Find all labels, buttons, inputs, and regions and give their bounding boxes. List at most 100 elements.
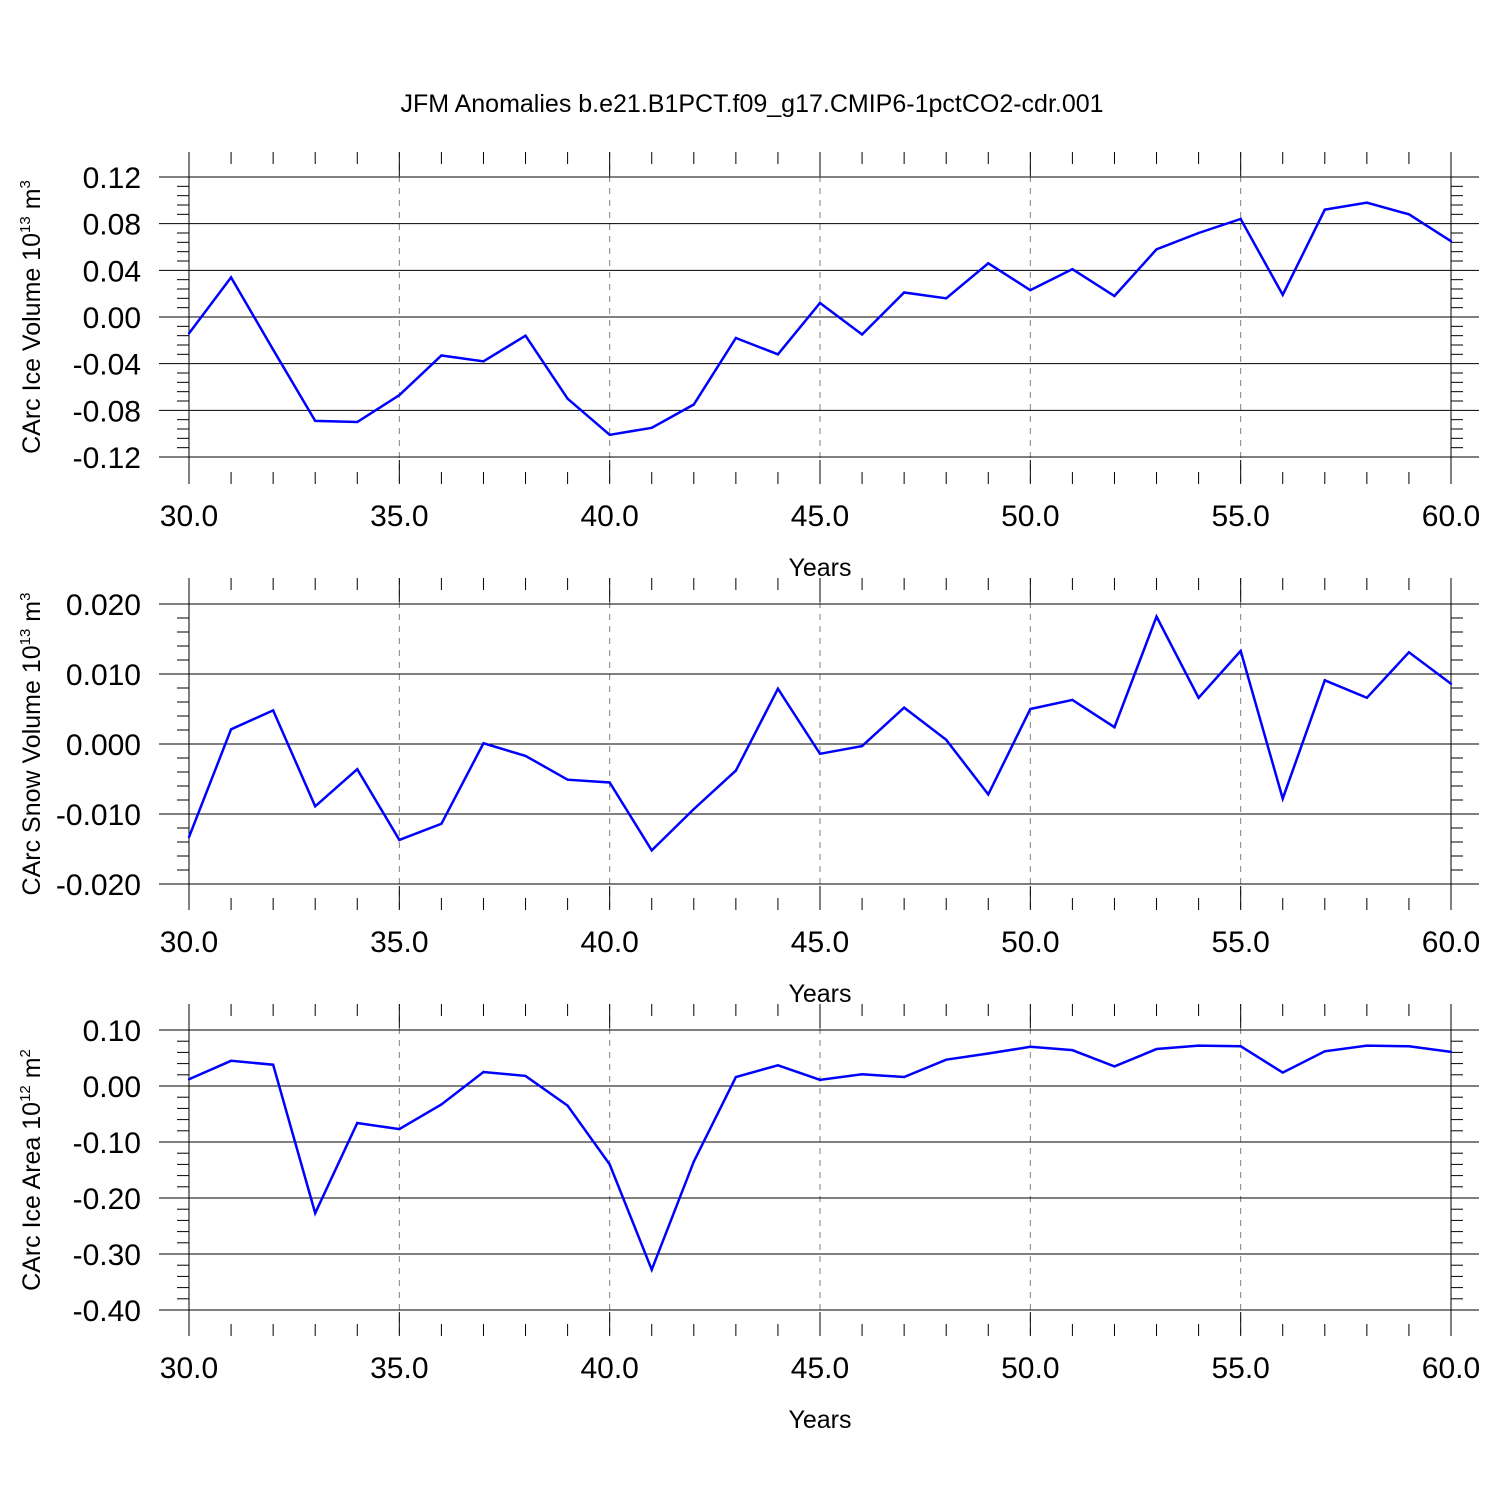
data-point xyxy=(524,754,527,758)
data-point xyxy=(818,301,822,305)
data-point xyxy=(734,336,738,340)
data-point xyxy=(1407,1045,1411,1048)
data-point xyxy=(187,332,191,335)
data-point xyxy=(271,709,275,712)
data-point xyxy=(356,420,359,424)
y-tick-label: 0.10 xyxy=(83,1015,141,1048)
data-point xyxy=(945,1058,948,1061)
data-point xyxy=(1113,726,1116,729)
data-point xyxy=(1407,651,1411,654)
y-tick-label: 0.000 xyxy=(66,729,141,762)
x-tick-label: 40.0 xyxy=(580,926,638,959)
data-point xyxy=(229,728,233,731)
data-point xyxy=(818,752,822,755)
data-point xyxy=(1029,707,1032,711)
data-point xyxy=(566,1104,569,1107)
data-point xyxy=(734,1075,738,1079)
y-tick-label: 0.00 xyxy=(83,1071,141,1104)
y-tick-label: -0.30 xyxy=(73,1239,141,1272)
x-tick-label: 50.0 xyxy=(1001,1352,1059,1385)
x-tick-label: 35.0 xyxy=(370,500,428,533)
x-tick-label: 30.0 xyxy=(160,500,218,533)
data-point xyxy=(1071,698,1074,702)
data-point xyxy=(860,333,864,336)
data-point xyxy=(608,781,611,784)
x-tick-label: 55.0 xyxy=(1211,1352,1269,1385)
data-point xyxy=(1197,1044,1200,1047)
data-point xyxy=(440,354,443,357)
data-point xyxy=(229,276,233,279)
data-point xyxy=(187,1078,191,1081)
data-point xyxy=(776,687,780,690)
data-point xyxy=(398,838,401,842)
data-point xyxy=(692,807,695,811)
data-point xyxy=(314,1211,317,1215)
data-point xyxy=(987,1052,990,1055)
data-point xyxy=(1197,696,1200,699)
y-tick-label: 0.00 xyxy=(83,302,141,335)
data-point xyxy=(566,397,569,400)
y-tick-label: -0.20 xyxy=(73,1183,141,1216)
y-tick-label: -0.010 xyxy=(56,799,141,832)
data-point xyxy=(1197,231,1200,235)
data-point xyxy=(1365,1044,1369,1047)
x-tick-label: 50.0 xyxy=(1001,926,1059,959)
y-tick-label: -0.04 xyxy=(73,349,141,382)
data-point xyxy=(1239,649,1242,653)
data-point xyxy=(945,738,948,741)
data-point xyxy=(692,1160,695,1163)
data-point xyxy=(356,1121,359,1125)
data-point xyxy=(1407,213,1411,216)
y-tick-label: -0.020 xyxy=(56,869,141,902)
x-tick-label: 60.0 xyxy=(1422,1352,1480,1385)
chart-panel-3: -0.40 -0.30 -0.20 -0.10 0.00 0.10 30.0 35.0 40.0… xyxy=(17,1004,1480,1434)
data-point xyxy=(1155,615,1158,618)
data-point xyxy=(271,1063,275,1066)
data-point xyxy=(650,426,653,430)
x-tick-label: 40.0 xyxy=(580,500,638,533)
data-point xyxy=(1323,1050,1327,1053)
data-point xyxy=(356,768,359,771)
data-point xyxy=(987,262,990,265)
data-point xyxy=(1449,1050,1453,1054)
x-axis-title: Years xyxy=(788,980,851,1008)
y-axis-title: CArc Ice Area 1012 m2 xyxy=(17,1049,46,1291)
y-tick-label: 0.020 xyxy=(66,589,141,622)
x-tick-label: 55.0 xyxy=(1211,926,1269,959)
data-point xyxy=(1029,1045,1032,1049)
x-tick-label: 35.0 xyxy=(370,926,428,959)
data-point xyxy=(1071,267,1074,271)
data-point xyxy=(818,1078,822,1082)
data-point xyxy=(1449,682,1453,685)
data-point xyxy=(398,1127,401,1131)
y-axis-title: CArc Ice Volume 1013 m3 xyxy=(17,180,46,454)
data-point xyxy=(945,297,948,300)
data-point xyxy=(1029,288,1032,292)
data-point xyxy=(1113,1065,1116,1068)
y-tick-label: 0.08 xyxy=(83,209,141,242)
data-point xyxy=(1155,1047,1158,1051)
x-tick-label: 60.0 xyxy=(1422,500,1480,533)
y-tick-label: -0.10 xyxy=(73,1127,141,1160)
data-point xyxy=(902,1075,906,1079)
x-axis-title: Years xyxy=(788,1406,851,1434)
y-tick-label: -0.40 xyxy=(73,1295,141,1328)
data-point xyxy=(1449,239,1453,243)
x-tick-label: 50.0 xyxy=(1001,500,1059,533)
data-point xyxy=(1281,293,1284,297)
data-point xyxy=(440,1103,443,1106)
data-point xyxy=(440,822,443,825)
x-tick-label: 40.0 xyxy=(580,1352,638,1385)
x-tick-label: 35.0 xyxy=(370,1352,428,1385)
data-point xyxy=(187,835,191,839)
y-tick-label: -0.08 xyxy=(73,395,141,428)
data-point xyxy=(229,1059,233,1063)
data-point xyxy=(398,393,401,397)
x-tick-label: 60.0 xyxy=(1422,926,1480,959)
data-point xyxy=(314,805,317,808)
x-tick-label: 55.0 xyxy=(1211,500,1269,533)
x-tick-label: 30.0 xyxy=(160,926,218,959)
x-tick-label: 45.0 xyxy=(791,926,849,959)
y-tick-label: 0.12 xyxy=(83,162,141,195)
